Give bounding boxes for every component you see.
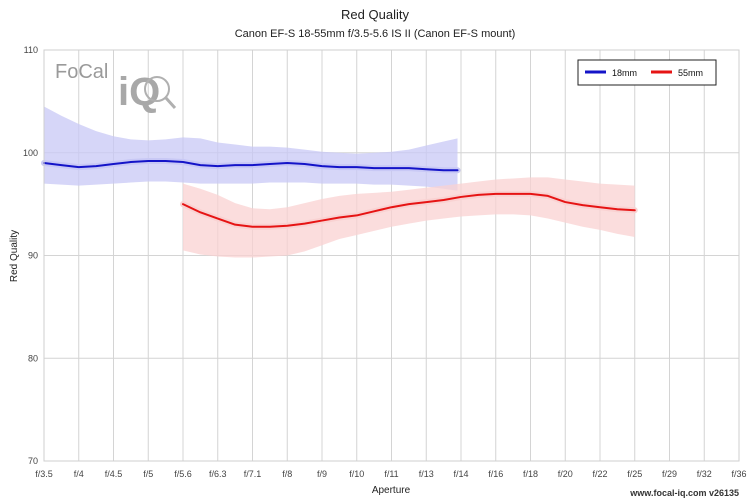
series-lines xyxy=(41,157,638,230)
chart-subtitle: Canon EF-S 18-55mm f/3.5-5.6 IS II (Cano… xyxy=(235,28,516,40)
x-tick-label: f/11 xyxy=(384,469,398,479)
focal-iq-logo: FoCal iQ xyxy=(55,61,177,114)
x-axis-title: Aperture xyxy=(372,485,411,496)
line-18mm xyxy=(43,159,459,172)
magnifier-icon xyxy=(144,76,170,102)
x-tick-label: f/9 xyxy=(317,469,327,479)
plot-frame xyxy=(43,49,740,462)
confidence-bands xyxy=(44,106,635,258)
x-tick-label: f/20 xyxy=(558,469,573,479)
x-tick-label: f/13 xyxy=(419,469,434,479)
x-tick-label: f/18 xyxy=(523,469,538,479)
x-tick-label: f/5 xyxy=(143,469,153,479)
x-tick-label: f/16 xyxy=(488,469,503,479)
x-tick-label: f/36 xyxy=(731,469,746,479)
footer-watermark: www.focal-iq.com v26135 xyxy=(629,488,739,498)
x-tick-label: f/3.5 xyxy=(35,469,53,479)
magnifier-handle-icon xyxy=(164,96,177,110)
x-tick-label: f/4 xyxy=(74,469,84,479)
x-tick-label: f/14 xyxy=(453,469,468,479)
x-tick-label: f/22 xyxy=(592,469,607,479)
legend-label-55mm: 55mm xyxy=(678,68,703,78)
x-tick-label: f/4.5 xyxy=(105,469,123,479)
y-tick-label: 90 xyxy=(28,251,38,261)
y-tick-label: 80 xyxy=(28,353,38,363)
chart-title: Red Quality xyxy=(341,7,409,22)
x-tick-label: f/25 xyxy=(627,469,642,479)
y-tick-label: 110 xyxy=(24,45,38,55)
y-tick-label: 100 xyxy=(23,148,38,158)
band-55mm xyxy=(183,177,635,258)
x-tick-label: f/7.1 xyxy=(244,469,262,479)
legend: 18mm 55mm xyxy=(577,59,717,86)
y-tick-labels: 70 80 90 100 110 xyxy=(23,45,38,466)
x-tick-label: f/5.6 xyxy=(174,469,192,479)
line-55mm xyxy=(182,192,636,228)
x-tick-label: f/32 xyxy=(697,469,712,479)
y-tick-label: 70 xyxy=(28,456,38,466)
y-axis-title: Red Quality xyxy=(9,230,20,282)
x-tick-labels: f/3.5 f/4 f/4.5 f/5 f/5.6 f/6.3 f/7.1 f/8 f/9 f/1… xyxy=(35,469,746,479)
band-18mm xyxy=(44,106,458,191)
legend-label-18mm: 18mm xyxy=(612,68,637,78)
x-tick-label: f/10 xyxy=(349,469,364,479)
x-tick-label: f/29 xyxy=(662,469,677,479)
x-tick-label: f/8 xyxy=(282,469,292,479)
x-tick-label: f/6.3 xyxy=(209,469,227,479)
logo-wordmark: FoCal xyxy=(55,61,108,83)
